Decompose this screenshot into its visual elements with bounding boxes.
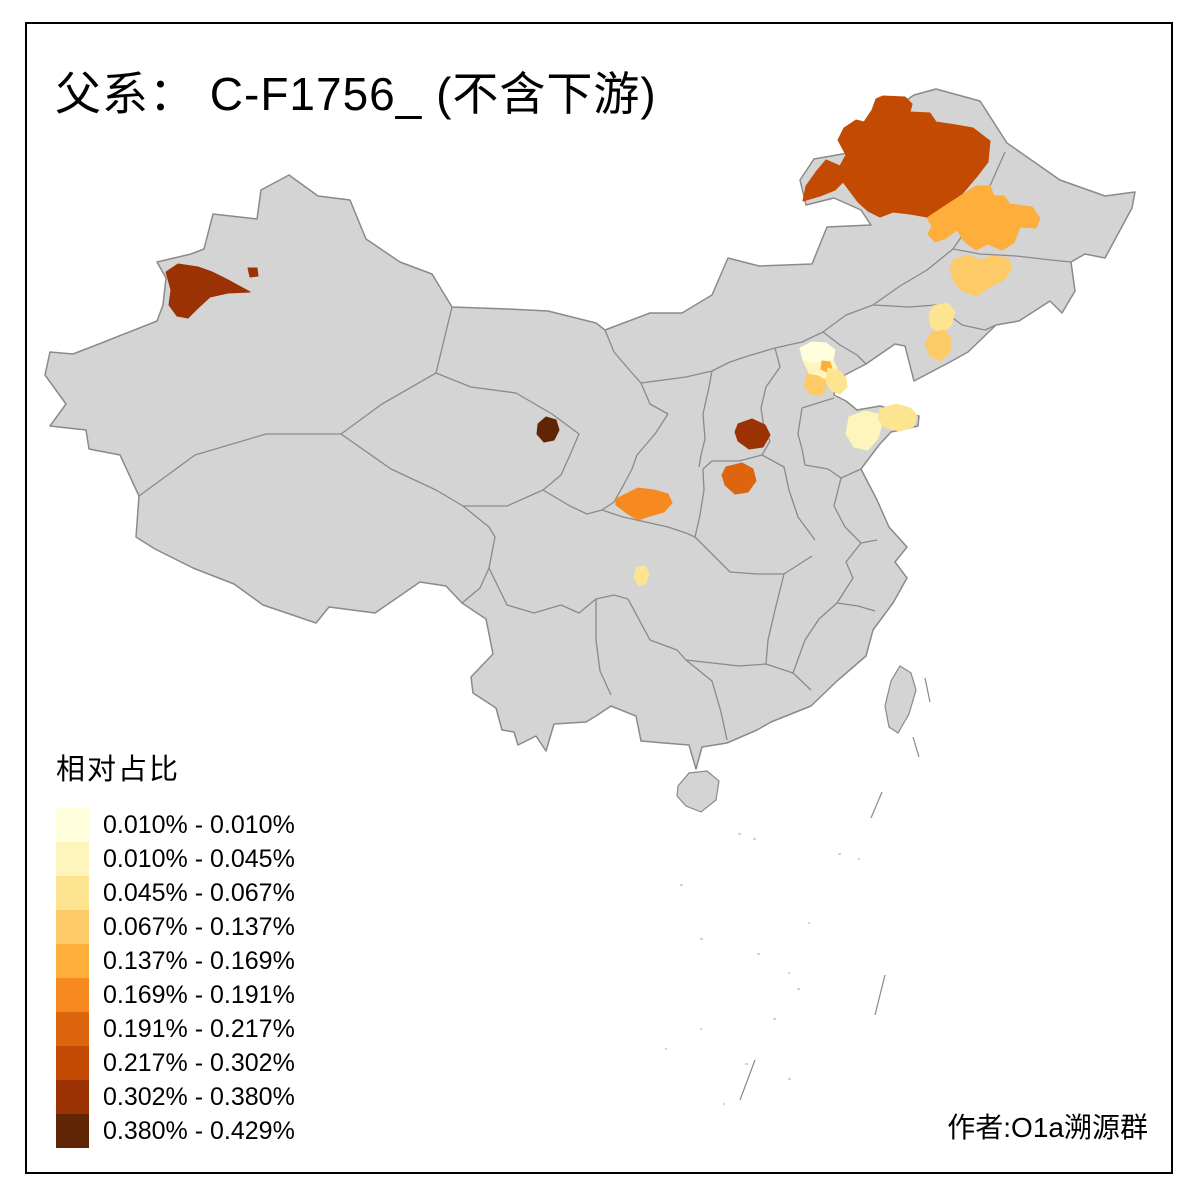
- legend-row-7: 0.217% - 0.302%: [56, 1046, 295, 1080]
- legend-label-7: 0.217% - 0.302%: [103, 1048, 295, 1077]
- legend-swatch-0: [56, 808, 89, 842]
- colored-regions: [165, 95, 1041, 587]
- legend-swatch-3: [56, 910, 89, 944]
- region-central-heilongjiang: [926, 185, 1041, 251]
- legend-label-8: 0.302% - 0.380%: [103, 1082, 295, 1111]
- legend-swatch-8: [56, 1080, 89, 1114]
- legend-swatch-6: [56, 1012, 89, 1046]
- legend-label-0: 0.010% - 0.010%: [103, 810, 295, 839]
- legend-label-2: 0.045% - 0.067%: [103, 878, 295, 907]
- region-shandong-peninsula: [877, 403, 918, 432]
- region-ili-xinjiang: [165, 263, 251, 319]
- dashed-sea-lines: [739, 677, 931, 1101]
- legend-row-1: 0.010% - 0.045%: [56, 842, 295, 876]
- legend-rows: 0.010% - 0.010% 0.010% - 0.045% 0.045% - 0…: [56, 808, 295, 1148]
- legend-title: 相对占比: [56, 754, 181, 786]
- region-shihezi-spot: [247, 267, 259, 278]
- china-mainland-outline: [44, 88, 1136, 770]
- legend-row-9: 0.380% - 0.429%: [56, 1114, 295, 1148]
- legend-swatch-4: [56, 944, 89, 978]
- legend-label-6: 0.191% - 0.217%: [103, 1014, 295, 1043]
- legend-label-1: 0.010% - 0.045%: [103, 844, 295, 873]
- legend-label-5: 0.169% - 0.191%: [103, 980, 295, 1009]
- region-liaoning-central: [924, 329, 952, 362]
- region-jilin-central: [949, 254, 1013, 297]
- legend-label-3: 0.067% - 0.137%: [103, 912, 295, 941]
- hainan: [676, 770, 720, 813]
- legend-row-5: 0.169% - 0.191%: [56, 978, 295, 1012]
- legend-swatch-1: [56, 842, 89, 876]
- legend-row-2: 0.045% - 0.067%: [56, 876, 295, 910]
- legend-row-3: 0.067% - 0.137%: [56, 910, 295, 944]
- islands: [676, 665, 917, 813]
- region-shanxi-central: [734, 418, 771, 450]
- region-hebei-sw-of-beijing: [803, 373, 827, 397]
- taiwan: [884, 665, 917, 734]
- region-liaoning-north: [928, 302, 956, 334]
- legend-label-9: 0.380% - 0.429%: [103, 1116, 295, 1145]
- region-shandong-central: [845, 410, 883, 451]
- region-tianjin: [825, 367, 848, 395]
- legend-swatch-7: [56, 1046, 89, 1080]
- legend: 相对占比 0.010% - 0.010% 0.010% - 0.045% 0.045…: [56, 746, 295, 1148]
- legend-label-4: 0.137% - 0.169%: [103, 946, 295, 975]
- legend-swatch-9: [56, 1114, 89, 1148]
- region-xining-qinghai: [536, 416, 560, 443]
- region-hanzhong-shaanxi: [615, 487, 673, 521]
- legend-row-4: 0.137% - 0.169%: [56, 944, 295, 978]
- region-chongqing-west: [633, 565, 650, 587]
- legend-row-6: 0.191% - 0.217%: [56, 1012, 295, 1046]
- small-islands: [665, 833, 860, 1105]
- page-title: 父系： C-F1756_ (不含下游): [55, 68, 657, 120]
- legend-row-8: 0.302% - 0.380%: [56, 1080, 295, 1114]
- region-hulunbuir: [802, 95, 991, 218]
- legend-row-0: 0.010% - 0.010%: [56, 808, 295, 842]
- legend-swatch-5: [56, 978, 89, 1012]
- attribution-text: 作者:O1a溯源群: [947, 1112, 1148, 1143]
- region-shanxi-south: [721, 462, 757, 495]
- legend-swatch-2: [56, 876, 89, 910]
